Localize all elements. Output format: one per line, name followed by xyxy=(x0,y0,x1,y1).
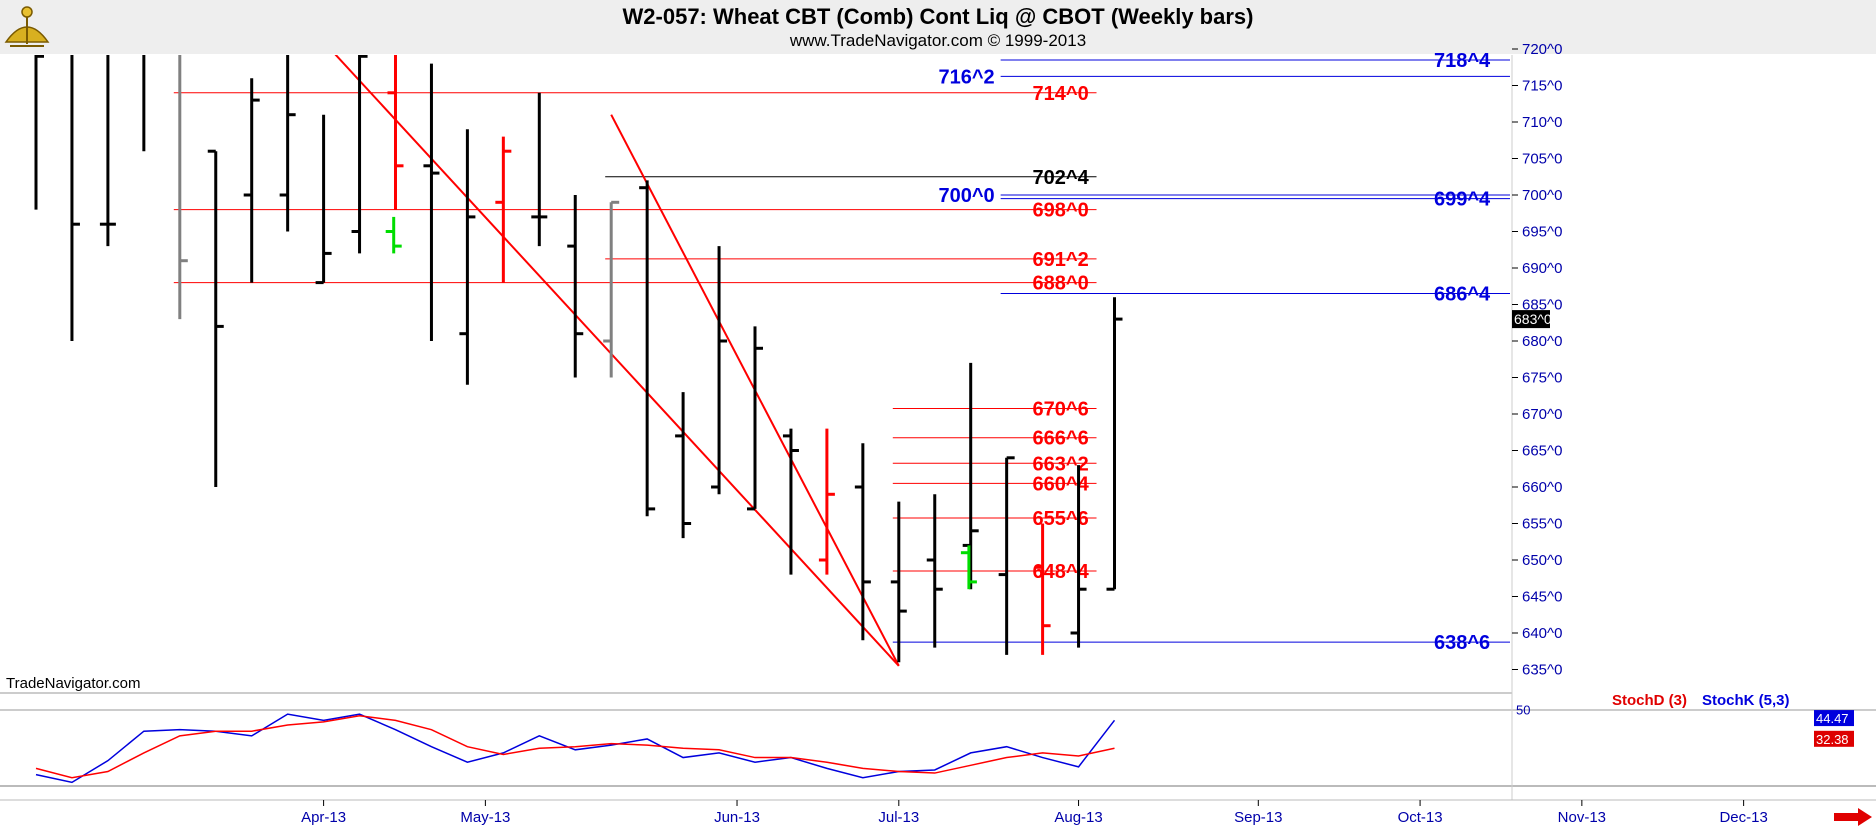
level-label: 718^4 xyxy=(1434,50,1491,72)
y-tick-label: 715^0 xyxy=(1522,78,1562,95)
level-label: 702^4 xyxy=(1033,167,1090,189)
level-label: 698^0 xyxy=(1033,200,1089,222)
stochk-value: 44.47 xyxy=(1816,711,1849,726)
x-tick-label: Nov-13 xyxy=(1558,809,1606,826)
y-tick-label: 720^0 xyxy=(1522,41,1562,58)
y-tick-label: 695^0 xyxy=(1522,224,1562,241)
y-tick-label: 670^0 xyxy=(1522,406,1562,423)
y-tick-label: 640^0 xyxy=(1522,625,1562,642)
level-label: 655^6 xyxy=(1033,508,1089,530)
y-tick-label: 655^0 xyxy=(1522,516,1562,533)
stochk-legend: StochK (5,3) xyxy=(1702,692,1790,709)
sextant-logo-icon xyxy=(4,6,50,47)
level-label: 700^0 xyxy=(938,185,994,207)
last-price-label: 683^0 xyxy=(1514,311,1552,327)
x-tick-label: May-13 xyxy=(460,809,510,826)
chart-subtitle: www.TradeNavigator.com © 1999-2013 xyxy=(789,31,1087,50)
level-label: 714^0 xyxy=(1033,83,1089,105)
y-tick-label: 650^0 xyxy=(1522,552,1562,569)
stochd-line xyxy=(35,714,1115,779)
level-label: 663^2 xyxy=(1033,453,1089,475)
level-label: 688^0 xyxy=(1033,273,1089,295)
y-tick-label: 645^0 xyxy=(1522,589,1562,606)
x-tick-label: Jul-13 xyxy=(878,809,919,826)
y-tick-label: 705^0 xyxy=(1522,151,1562,168)
x-tick-label: Aug-13 xyxy=(1054,809,1102,826)
level-label: 670^6 xyxy=(1033,399,1089,421)
level-label: 699^4 xyxy=(1434,189,1491,211)
stochd-legend: StochD (3) xyxy=(1612,692,1687,709)
x-tick-label: Apr-13 xyxy=(301,809,346,826)
x-tick-label: Oct-13 xyxy=(1398,809,1443,826)
watermark: TradeNavigator.com xyxy=(6,675,141,692)
stochk-line xyxy=(35,713,1116,784)
level-label: 638^6 xyxy=(1434,632,1490,654)
y-tick-label: 680^0 xyxy=(1522,333,1562,350)
y-tick-label: 690^0 xyxy=(1522,260,1562,277)
x-tick-label: Dec-13 xyxy=(1719,809,1767,826)
level-label: 666^6 xyxy=(1033,428,1089,450)
osc-y-tick-label: 50 xyxy=(1516,703,1530,718)
stochd-value: 32.38 xyxy=(1816,732,1849,747)
y-tick-label: 635^0 xyxy=(1522,662,1562,679)
y-tick-label: 675^0 xyxy=(1522,370,1562,387)
stochd-value-box xyxy=(1814,730,1854,747)
x-tick-label: Sep-13 xyxy=(1234,809,1282,826)
chart-header xyxy=(0,0,1876,54)
scroll-right-arrow-icon[interactable] xyxy=(1834,808,1874,826)
level-label: 660^4 xyxy=(1033,473,1090,495)
y-tick-label: 700^0 xyxy=(1522,187,1562,204)
level-label: 648^4 xyxy=(1033,561,1090,583)
y-tick-label: 685^0 xyxy=(1522,297,1562,314)
last-price-box xyxy=(1512,310,1550,329)
y-tick-label: 665^0 xyxy=(1522,443,1562,460)
level-label: 686^4 xyxy=(1434,284,1491,306)
stochk-value-box xyxy=(1814,710,1854,727)
level-label: 716^2 xyxy=(938,66,994,88)
y-tick-label: 660^0 xyxy=(1522,479,1562,496)
level-label: 691^2 xyxy=(1033,249,1089,271)
y-tick-label: 710^0 xyxy=(1522,114,1562,131)
x-tick-label: Jun-13 xyxy=(714,809,760,826)
chart-title: W2-057: Wheat CBT (Comb) Cont Liq @ CBOT… xyxy=(622,4,1254,29)
